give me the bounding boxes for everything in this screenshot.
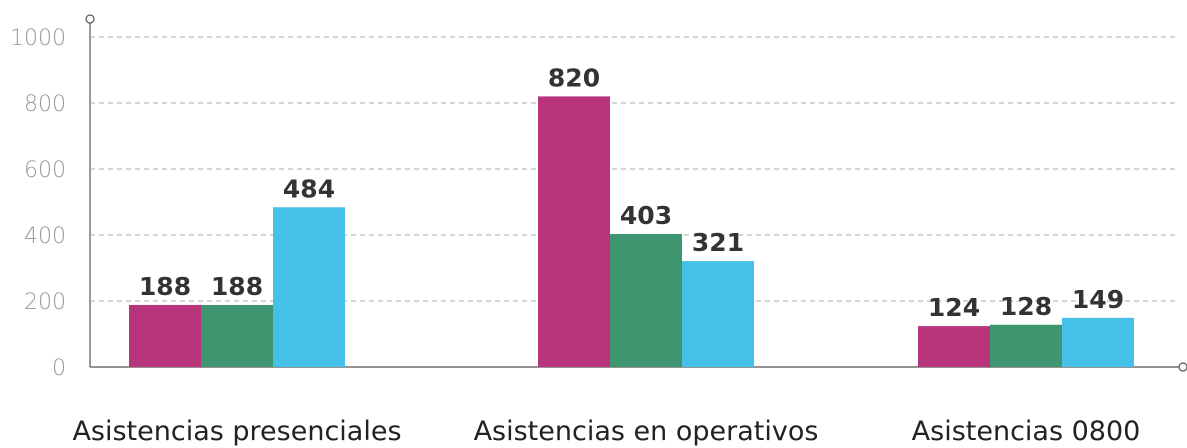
- bar: [1062, 317, 1134, 367]
- bar: [682, 261, 754, 367]
- y-tick-label: 0: [52, 356, 66, 381]
- data-label: 128: [1000, 292, 1052, 321]
- data-label: 188: [139, 272, 191, 301]
- axis-end: [85, 14, 95, 24]
- y-tick-label: 600: [24, 158, 66, 183]
- bar: [201, 304, 273, 367]
- data-label: 124: [928, 293, 980, 322]
- y-tick-label: 200: [24, 290, 66, 315]
- data-label: 321: [692, 228, 744, 257]
- data-label: 403: [620, 201, 672, 230]
- data-label: 484: [283, 174, 335, 203]
- data-label: 188: [211, 272, 263, 301]
- data-label: 149: [1072, 285, 1124, 314]
- bar: [129, 304, 201, 367]
- data-label: 820: [548, 63, 600, 92]
- axis-end: [1178, 362, 1187, 372]
- x-tick-label: Asistencias presenciales: [72, 416, 401, 447]
- y-tick-label: 1000: [10, 26, 66, 51]
- bar: [918, 326, 990, 367]
- y-tick-label: 400: [24, 224, 66, 249]
- bar: [273, 207, 345, 367]
- bar: [538, 96, 610, 368]
- y-tick-label: 800: [24, 92, 66, 117]
- bar: [610, 234, 682, 367]
- bar: [990, 324, 1062, 367]
- x-tick-label: Asistencias en operativos: [474, 416, 819, 447]
- x-tick-label: Asistencias 0800: [912, 416, 1141, 447]
